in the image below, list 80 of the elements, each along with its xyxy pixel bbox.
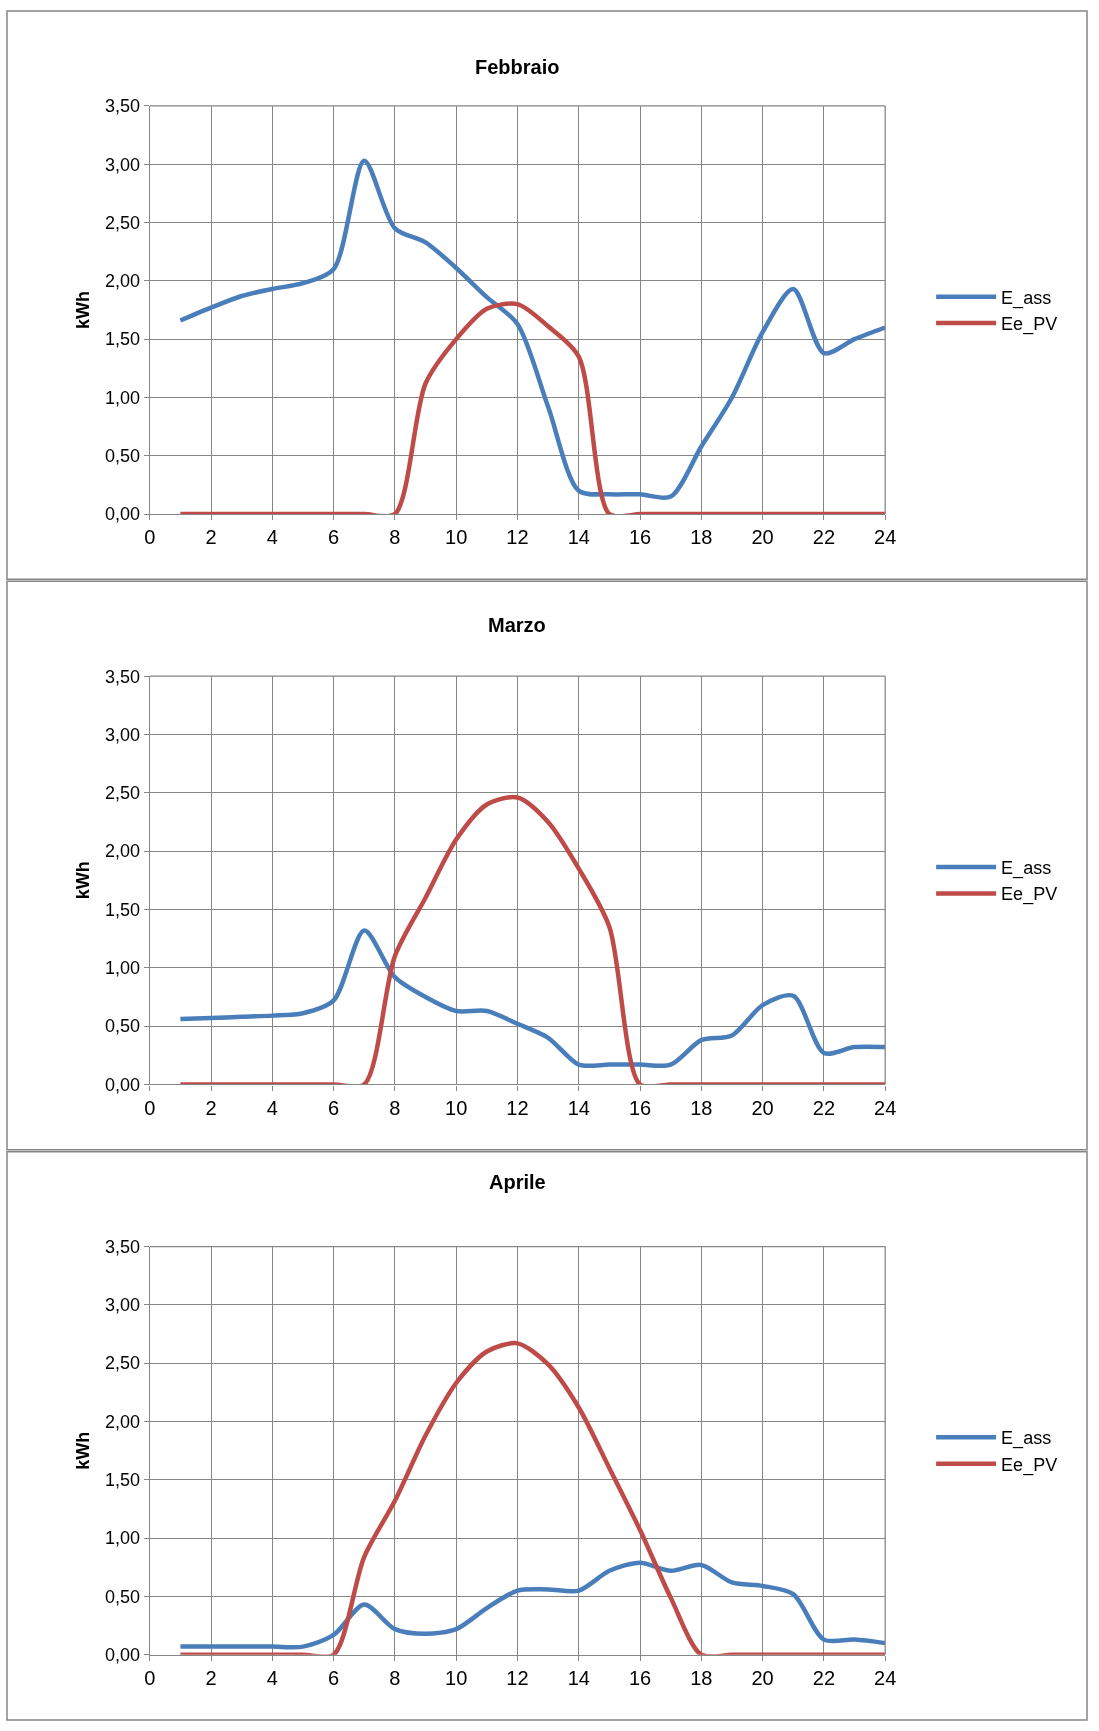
y-tick-label: 0,00 — [104, 1645, 140, 1666]
x-tick-label: 22 — [812, 1666, 836, 1689]
line-series — [178, 795, 886, 1085]
chart-title: Aprile — [489, 1171, 546, 1193]
y-tick-label: 1,00 — [104, 1528, 140, 1549]
y-tick-label: 2,50 — [104, 1353, 140, 1374]
y-tick-label: 3,00 — [104, 724, 140, 745]
y-axis-title: kWh — [73, 1431, 94, 1470]
x-tick-label: 12 — [506, 1096, 529, 1119]
x-tick-label: 0 — [144, 1096, 156, 1119]
y-tick-label: 1,00 — [104, 958, 140, 979]
x-tick-label: 4 — [266, 1666, 278, 1689]
x-tick-label: 6 — [328, 526, 340, 549]
y-tick-label: 2,50 — [104, 212, 140, 233]
legend-label: E_ass — [1001, 858, 1052, 880]
x-tick-label: 10 — [445, 1666, 468, 1689]
x-tick-label: 2 — [205, 1666, 217, 1689]
y-tick-label: 2,50 — [104, 783, 140, 804]
chart-title: Marzo — [488, 614, 546, 636]
y-tick-label: 2,00 — [104, 271, 140, 292]
x-tick-label: 16 — [628, 1096, 652, 1119]
x-tick-label: 8 — [389, 526, 401, 549]
x-tick-label: 0 — [144, 526, 156, 549]
legend-label: Ee_PV — [1001, 314, 1058, 336]
x-tick-label: 2 — [205, 526, 217, 549]
x-tick-label: 8 — [389, 1666, 401, 1689]
x-tick-label: 10 — [445, 526, 468, 549]
line-series — [178, 1341, 886, 1655]
x-tick-label: 16 — [628, 526, 652, 549]
x-tick-label: 10 — [445, 1096, 468, 1119]
y-tick-label: 1,50 — [104, 1470, 140, 1491]
x-tick-label: 18 — [690, 1096, 713, 1119]
legend-label: E_ass — [1001, 287, 1052, 309]
x-tick-label: 22 — [812, 526, 836, 549]
y-axis-title: kWh — [73, 290, 94, 329]
x-tick-label: 24 — [874, 1096, 897, 1119]
y-tick-label: 3,50 — [104, 1236, 140, 1257]
y-tick-label: 0,50 — [104, 1586, 140, 1607]
y-axis-title: kWh — [73, 861, 94, 900]
y-tick-label: 0,50 — [104, 1016, 140, 1037]
x-tick-label: 22 — [812, 1096, 836, 1119]
legend-label: E_ass — [1001, 1428, 1052, 1450]
y-tick-label: 0,50 — [104, 446, 140, 467]
y-tick-label: 3,50 — [104, 666, 140, 687]
x-tick-label: 24 — [874, 526, 897, 549]
x-tick-label: 14 — [567, 1666, 590, 1689]
chart-title: Febbraio — [475, 56, 560, 78]
x-tick-label: 8 — [389, 1096, 401, 1119]
x-tick-label: 6 — [328, 1666, 340, 1689]
x-tick-label: 12 — [506, 1666, 529, 1689]
y-tick-label: 3,00 — [104, 1295, 140, 1316]
y-tick-label: 0,00 — [104, 504, 140, 525]
x-tick-label: 12 — [506, 526, 529, 549]
y-tick-label: 3,00 — [104, 154, 140, 175]
line-series — [178, 301, 886, 515]
y-tick-label: 2,00 — [104, 1411, 140, 1432]
y-tick-label: 0,00 — [104, 1074, 140, 1095]
x-tick-label: 20 — [751, 1096, 774, 1119]
y-tick-label: 2,00 — [104, 841, 140, 862]
x-tick-label: 18 — [690, 1666, 713, 1689]
x-tick-label: 6 — [328, 1096, 340, 1119]
y-tick-label: 1,50 — [104, 329, 140, 350]
line-series — [178, 1560, 886, 1650]
x-tick-label: 24 — [874, 1666, 897, 1689]
legend-label: Ee_PV — [1001, 1454, 1058, 1476]
line-series — [178, 158, 886, 500]
x-tick-label: 20 — [751, 526, 774, 549]
x-tick-label: 18 — [690, 526, 713, 549]
x-tick-label: 14 — [567, 526, 590, 549]
x-tick-label: 0 — [144, 1666, 156, 1689]
x-tick-label: 14 — [567, 1096, 590, 1119]
x-tick-label: 16 — [628, 1666, 652, 1689]
x-tick-label: 4 — [266, 1096, 278, 1119]
y-tick-label: 1,50 — [104, 899, 140, 920]
x-tick-label: 4 — [266, 526, 278, 549]
x-tick-label: 20 — [751, 1666, 774, 1689]
y-tick-label: 3,50 — [104, 96, 140, 117]
legend-label: Ee_PV — [1001, 884, 1058, 906]
x-tick-label: 2 — [205, 1096, 217, 1119]
y-tick-label: 1,00 — [104, 387, 140, 408]
